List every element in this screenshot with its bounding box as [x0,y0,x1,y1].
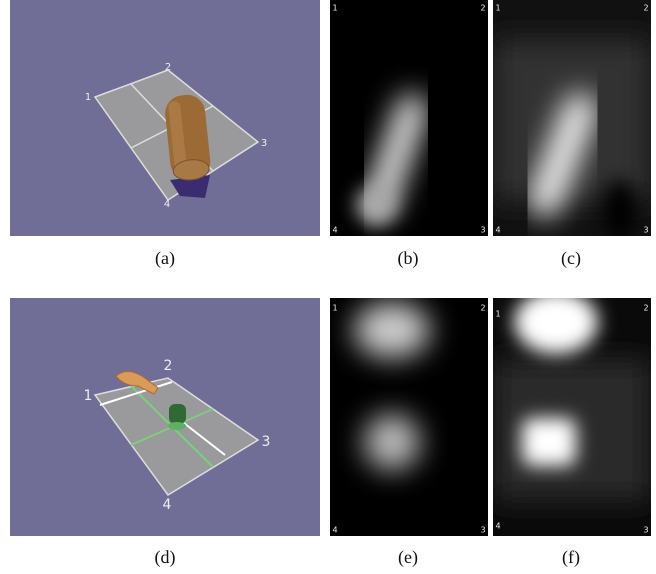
corner-label: 2 [165,62,171,73]
corner-label: 3 [262,434,271,450]
panel-b [330,0,488,236]
corner-label: 4 [164,199,170,210]
corner-label: 1 [332,304,337,313]
corner-label: 1 [84,388,93,404]
corner-label: 2 [480,4,485,13]
corner-label: 3 [261,138,267,149]
corner-label: 3 [480,526,485,535]
panel-caption: (a) [155,248,175,269]
panel-caption: (c) [561,248,581,269]
panel-e [330,298,488,536]
corner-label: 4 [332,526,337,535]
panel-caption: (b) [398,248,419,269]
corner-label: 3 [480,226,485,235]
corner-label: 1 [332,4,337,13]
corner-label: 2 [164,358,173,374]
panel-caption: (f) [562,547,580,568]
corner-label: 4 [495,226,500,235]
corner-label: 1 [85,92,91,103]
corner-label: 3 [643,226,648,235]
corner-label: 1 [495,4,500,13]
corner-label: 4 [495,522,500,531]
corner-label: 1 [495,310,500,319]
corner-label: 3 [643,526,648,535]
panel-f [493,290,651,536]
corner-label: 4 [163,497,172,513]
panel-caption: (d) [155,547,176,568]
figure: (a) 1 2 3 4 (b) 1 2 3 4 (c) 1 2 3 4 (d) 1 2 3 4 (e) 1 2 3 4 (f) 1 2… [0,0,656,574]
corner-label: 2 [643,304,648,313]
panel-c [493,0,651,240]
panel-caption: (e) [398,547,418,568]
corner-label: 2 [643,4,648,13]
corner-label: 2 [480,304,485,313]
corner-label: 4 [332,226,337,235]
